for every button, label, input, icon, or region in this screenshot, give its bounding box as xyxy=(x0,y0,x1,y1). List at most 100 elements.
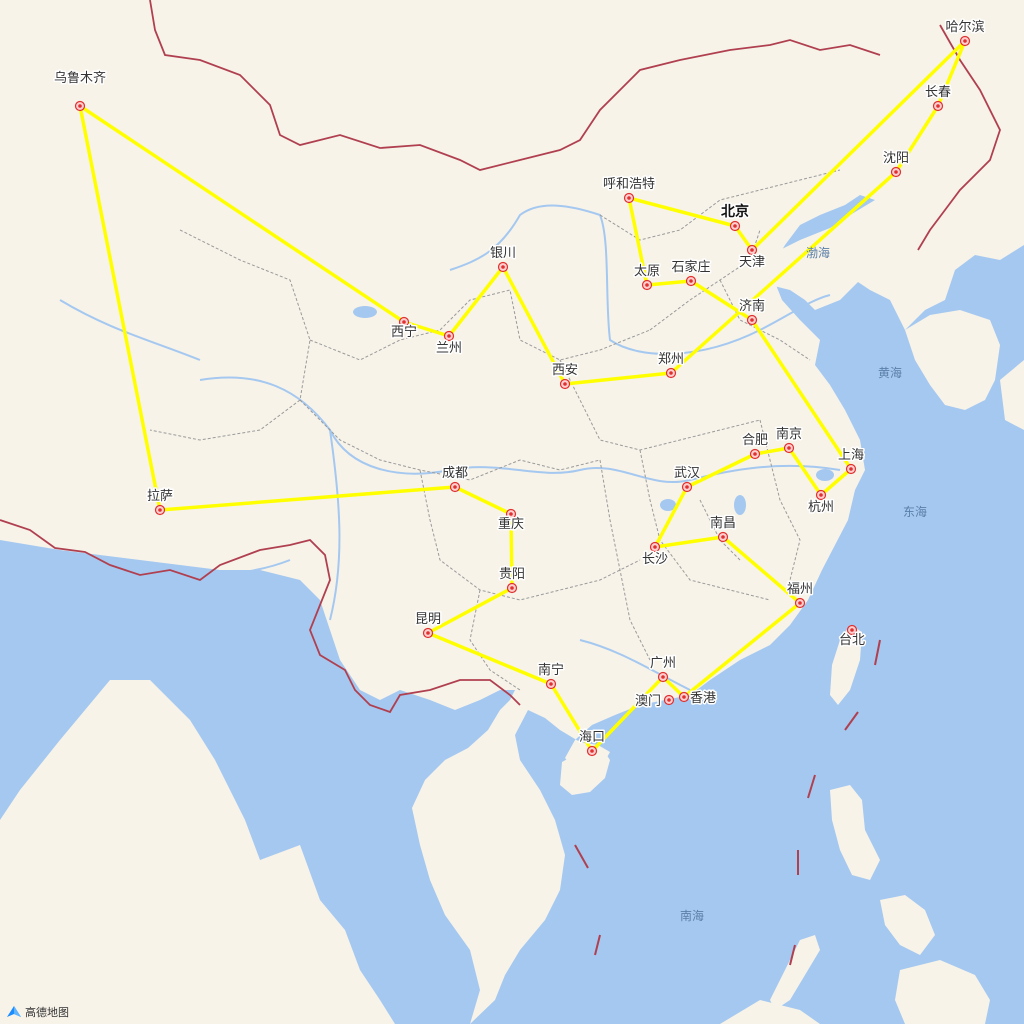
city-changsha[interactable]: 长沙 xyxy=(640,541,670,569)
city-yinchuan[interactable]: 银川 xyxy=(488,245,518,273)
city-label: 广州 xyxy=(650,656,676,671)
city-label: 西安 xyxy=(552,363,578,378)
city-macau[interactable]: 澳门 xyxy=(634,692,675,711)
city-label: 南宁 xyxy=(538,662,564,678)
city-label: 济南 xyxy=(739,298,765,314)
city-marker-dot xyxy=(689,279,693,283)
city-wuhan[interactable]: 武汉 xyxy=(672,465,702,493)
city-fuzhou[interactable]: 福州 xyxy=(785,581,815,609)
city-label: 银川 xyxy=(490,246,516,261)
city-lhasa[interactable]: 拉萨 xyxy=(145,488,175,516)
city-marker-dot xyxy=(653,545,657,549)
city-label: 石家庄 xyxy=(671,259,710,275)
city-nanning[interactable]: 南宁 xyxy=(536,661,566,690)
city-zhengzhou[interactable]: 郑州 xyxy=(656,351,686,379)
city-changchun[interactable]: 长春 xyxy=(923,84,953,112)
land-borneo xyxy=(720,1000,820,1024)
city-shanghai[interactable]: 上海 xyxy=(836,447,866,475)
city-marker-dot xyxy=(447,334,451,338)
city-marker-dot xyxy=(798,601,802,605)
city-marker-dot xyxy=(721,535,725,539)
sea-label-bohai: 渤海 xyxy=(806,245,830,260)
city-label: 武汉 xyxy=(674,466,700,481)
city-marker-dot xyxy=(426,631,430,635)
city-kunming[interactable]: 昆明 xyxy=(413,611,443,639)
map-attribution: 高德地图 xyxy=(6,1004,69,1020)
city-beijing[interactable]: 北京 xyxy=(720,202,751,232)
city-marker-dot xyxy=(733,224,737,228)
city-hongkong[interactable]: 香港 xyxy=(678,690,718,708)
city-hohhot[interactable]: 呼和浩特 xyxy=(601,176,657,204)
city-label: 澳门 xyxy=(635,693,661,709)
city-marker-dot xyxy=(661,675,665,679)
city-marker-dot xyxy=(685,485,689,489)
city-haikou[interactable]: 海口 xyxy=(577,729,607,757)
city-lanzhou[interactable]: 兰州 xyxy=(434,330,464,358)
city-label: 贵阳 xyxy=(499,567,525,582)
city-marker-dot xyxy=(753,452,757,456)
city-label: 北京 xyxy=(721,203,749,220)
sea-label-nanhai: 南海 xyxy=(680,908,704,923)
city-marker-dot xyxy=(78,104,82,108)
city-nanchang[interactable]: 南昌 xyxy=(708,514,738,543)
city-harbin[interactable]: 哈尔滨 xyxy=(944,18,986,47)
city-guangzhou[interactable]: 广州 xyxy=(648,655,678,683)
city-label: 成都 xyxy=(442,466,468,481)
city-label: 西宁 xyxy=(391,324,417,340)
city-marker-dot xyxy=(510,586,514,590)
attribution-text: 高德地图 xyxy=(25,1006,69,1019)
city-chongqing[interactable]: 重庆 xyxy=(496,508,526,534)
land-japan xyxy=(1000,360,1024,430)
city-label: 上海 xyxy=(838,448,864,463)
city-marker-dot xyxy=(627,196,631,200)
city-nanjing[interactable]: 南京 xyxy=(774,425,804,454)
city-label: 沈阳 xyxy=(883,151,909,166)
city-marker-dot xyxy=(501,265,505,269)
city-marker-dot xyxy=(645,283,649,287)
city-marker-dot xyxy=(894,170,898,174)
city-taipei[interactable]: 台北 xyxy=(837,624,867,650)
national-border xyxy=(0,0,1001,714)
lake-dongting xyxy=(660,499,676,511)
city-hangzhou[interactable]: 杭州 xyxy=(806,489,836,517)
city-label: 太原 xyxy=(634,264,660,279)
city-shijiazhuang[interactable]: 石家庄 xyxy=(670,258,712,287)
city-marker-dot xyxy=(682,695,686,699)
land-hainan xyxy=(560,748,610,795)
city-jinan[interactable]: 济南 xyxy=(737,297,767,326)
lake-poyang xyxy=(734,495,746,515)
city-marker-dot xyxy=(563,382,567,386)
city-taiyuan[interactable]: 太原 xyxy=(632,263,662,291)
city-label: 拉萨 xyxy=(147,489,173,504)
city-xining[interactable]: 西宁 xyxy=(389,316,419,342)
city-urumqi[interactable]: 乌鲁木齐 xyxy=(52,69,108,112)
city-shenyang[interactable]: 沈阳 xyxy=(881,150,911,178)
city-marker-dot xyxy=(963,39,967,43)
city-label: 海口 xyxy=(579,730,605,745)
land-luzon xyxy=(830,785,880,880)
city-marker-dot xyxy=(453,485,457,489)
city-label: 福州 xyxy=(787,582,813,597)
city-marker-dot xyxy=(849,467,853,471)
city-chengdu[interactable]: 成都 xyxy=(440,465,470,493)
city-marker-dot xyxy=(936,104,940,108)
city-marker-dot xyxy=(750,318,754,322)
land-palawan xyxy=(770,935,820,1010)
land-visayas xyxy=(880,895,935,955)
city-xian[interactable]: 西安 xyxy=(550,362,580,390)
city-label: 重庆 xyxy=(498,516,524,532)
city-marker-dot xyxy=(787,446,791,450)
city-tianjin[interactable]: 天津 xyxy=(737,244,767,272)
city-hefei[interactable]: 合肥 xyxy=(740,432,770,460)
city-label: 南京 xyxy=(776,426,802,442)
city-guiyang[interactable]: 贵阳 xyxy=(497,566,527,594)
city-label: 杭州 xyxy=(808,500,834,515)
city-marker-dot xyxy=(819,493,823,497)
land-korea xyxy=(905,310,1000,410)
city-marker-dot xyxy=(850,628,854,632)
city-marker-dot xyxy=(549,682,553,686)
